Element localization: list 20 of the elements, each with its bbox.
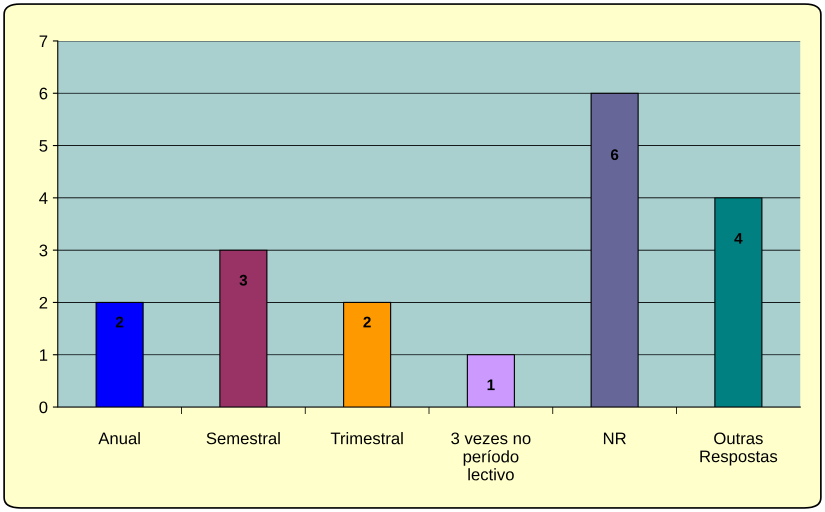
x-tick-label: Anual [98, 432, 140, 444]
data-label: 3 [239, 274, 248, 286]
x-tick-label: 3 vezes no período lectivo [451, 432, 530, 480]
y-tick-label: 0 [39, 401, 48, 414]
y-tick-label: 7 [40, 36, 48, 47]
y-tick-label: 4 [39, 192, 48, 204]
y-tick-label: 6 [40, 88, 48, 100]
y-tick-label: 5 [39, 140, 48, 152]
data-label: 6 [610, 149, 618, 160]
x-tick-label: NR [604, 432, 626, 444]
y-tick-label: 3 [39, 244, 48, 256]
data-label: 2 [363, 316, 371, 328]
data-label: 1 [488, 380, 495, 390]
y-tick-label: 2 [40, 296, 48, 308]
x-tick-label: Semestral [206, 432, 280, 444]
y-tick-label: 1 [40, 349, 48, 361]
data-label: 4 [734, 233, 743, 244]
x-tick-label: Outras Respostas [700, 432, 778, 466]
x-tick-label: Trimestral [330, 432, 403, 444]
data-label: 2 [116, 316, 124, 328]
